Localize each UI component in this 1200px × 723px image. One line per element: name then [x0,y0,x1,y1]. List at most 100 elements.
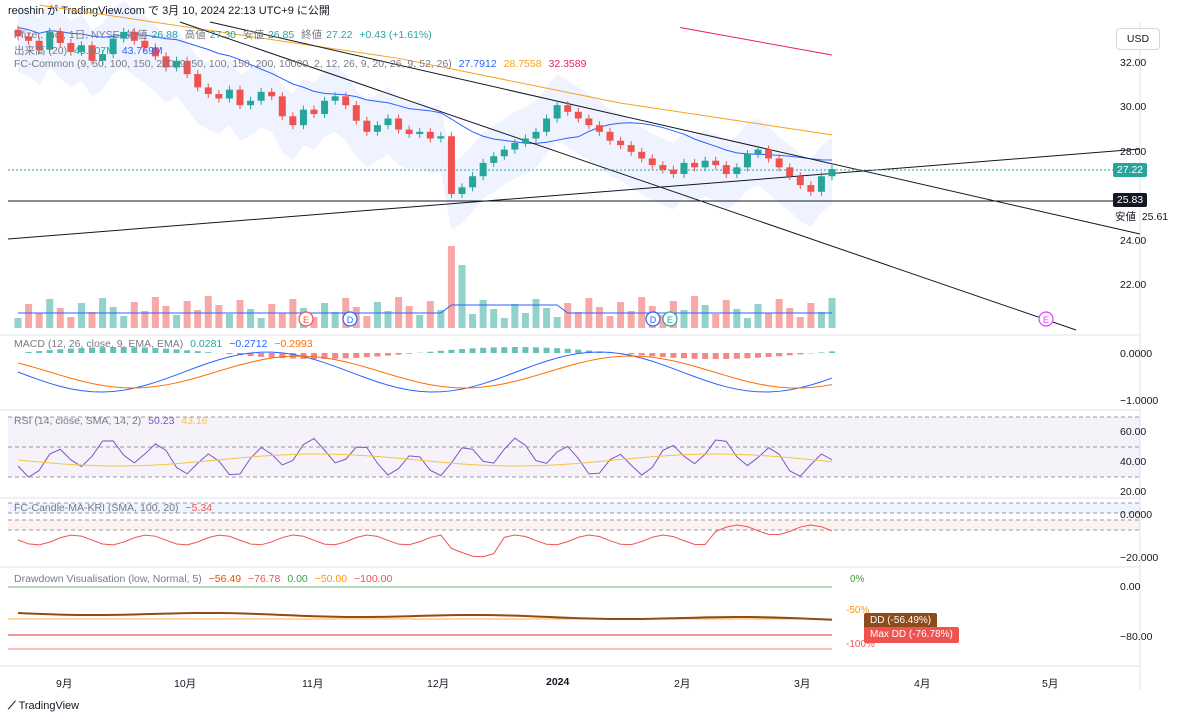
event-marker [1038,311,1054,327]
macd-histogram-bar [89,347,95,353]
volume-bar [754,304,762,328]
macd-histogram-bar [670,353,677,358]
macd-histogram-bar [638,353,645,356]
candle-body [289,116,297,126]
volume-bar [511,304,519,328]
x-tick: 11月 [302,678,324,690]
candle-body [141,40,149,48]
x-tick: 2月 [674,678,691,690]
volume-bar [373,302,381,328]
current-price-tag: 27.22 [1113,163,1147,177]
candle-body [194,74,202,88]
candle-body [532,131,540,139]
event-marker [342,311,358,327]
macd-histogram-bar [501,347,508,353]
macd-histogram-bar [649,353,656,357]
macd-histogram-bar [279,353,286,359]
macd-histogram-bar [448,349,455,353]
volume-bar [765,313,773,328]
volume-bar [384,311,392,328]
macd-histogram-bar [247,353,254,357]
x-tick: 12月 [427,678,450,690]
volume-bar [247,309,255,328]
trendline-falling-lower [179,21,1077,331]
candle-body [606,131,614,141]
candle-body [183,60,191,75]
currency-button[interactable]: USD [1116,28,1160,50]
volume-bar [722,300,730,328]
macd-legend: MACD (12, 26, close, 9, EMA, EMA) 0.0281… [14,338,317,350]
candle-body [743,154,751,168]
drawdown-label: Drawdown Visualisation (low, Normal, 5) [14,573,202,585]
volume-bar [88,312,96,328]
candle-body [363,120,371,132]
macd-histogram-bar [533,347,539,353]
macd-histogram-bar [78,347,85,353]
candle-body [373,125,381,132]
candle-body [257,91,265,101]
volume-bar [458,265,466,328]
volume-bar [691,296,699,328]
macd-histogram-bar [818,352,825,353]
macd-histogram-bar [511,347,518,353]
volume-bar [331,312,339,328]
volume-bar [141,311,149,328]
rsi-band [8,417,1140,477]
dd-value-1: −56.49 [208,573,242,585]
support-price-tag: 25.83 [1113,193,1147,207]
candle-body [543,118,551,132]
macd-histogram-bar [363,353,370,358]
ma-blue-line [17,26,833,161]
volume-bar [564,303,572,328]
rsi-value-2: 43.16 [181,415,208,427]
macd-histogram-bar [321,353,328,359]
low-price-label: 安値 25.61 [1115,209,1168,224]
macd-histogram-bar [36,351,43,353]
candle-body [807,185,815,192]
volume-value-1: 45.907M [74,45,115,57]
macd-line [17,351,833,393]
candle-body [268,91,276,97]
dd-value-3: 0.00 [287,573,308,585]
rsi-ma-line [17,453,833,467]
close-label: 終値 [301,29,323,41]
volume-bar [14,318,22,328]
candle-body [638,151,646,159]
macd-histogram-bar [237,353,243,356]
macd-histogram-bar [110,347,117,353]
volume-bar [521,313,529,328]
candle-body [648,158,656,166]
event-marker-text: E [1043,315,1049,325]
volume-bar [310,317,318,328]
macd-histogram-bar [744,353,751,359]
high-label: 高値 [184,29,206,41]
open-value: 26.88 [151,29,178,41]
kri-tick: 0.0000 [1120,509,1153,521]
candle-body [321,100,329,115]
volume-bar [215,305,223,328]
candle-body [120,31,128,39]
candle-body [352,105,360,121]
candle-body [437,136,445,139]
fc-common-value-1: 27.7912 [458,58,497,70]
dd-value-4: −50.00 [314,573,348,585]
event-marker [662,311,678,327]
macd-histogram-bar [205,352,212,353]
volume-bar [796,317,804,328]
volume-bar [77,303,85,328]
candle-body [733,167,741,174]
trendline-rising [7,148,1141,240]
fc-common-value-2: 28.7558 [503,58,542,70]
volume-bar [268,304,276,328]
candle-body [215,94,223,99]
macd-signal-line [17,355,833,389]
volume-bar [617,302,625,328]
volume-bar [627,311,635,328]
macd-histogram-bar [152,348,159,353]
macd-histogram-bar [332,353,339,359]
candle-body [130,31,138,41]
macd-histogram-bar [268,353,275,358]
macd-tick: 0.0000 [1120,348,1153,360]
candle-body [162,56,170,68]
